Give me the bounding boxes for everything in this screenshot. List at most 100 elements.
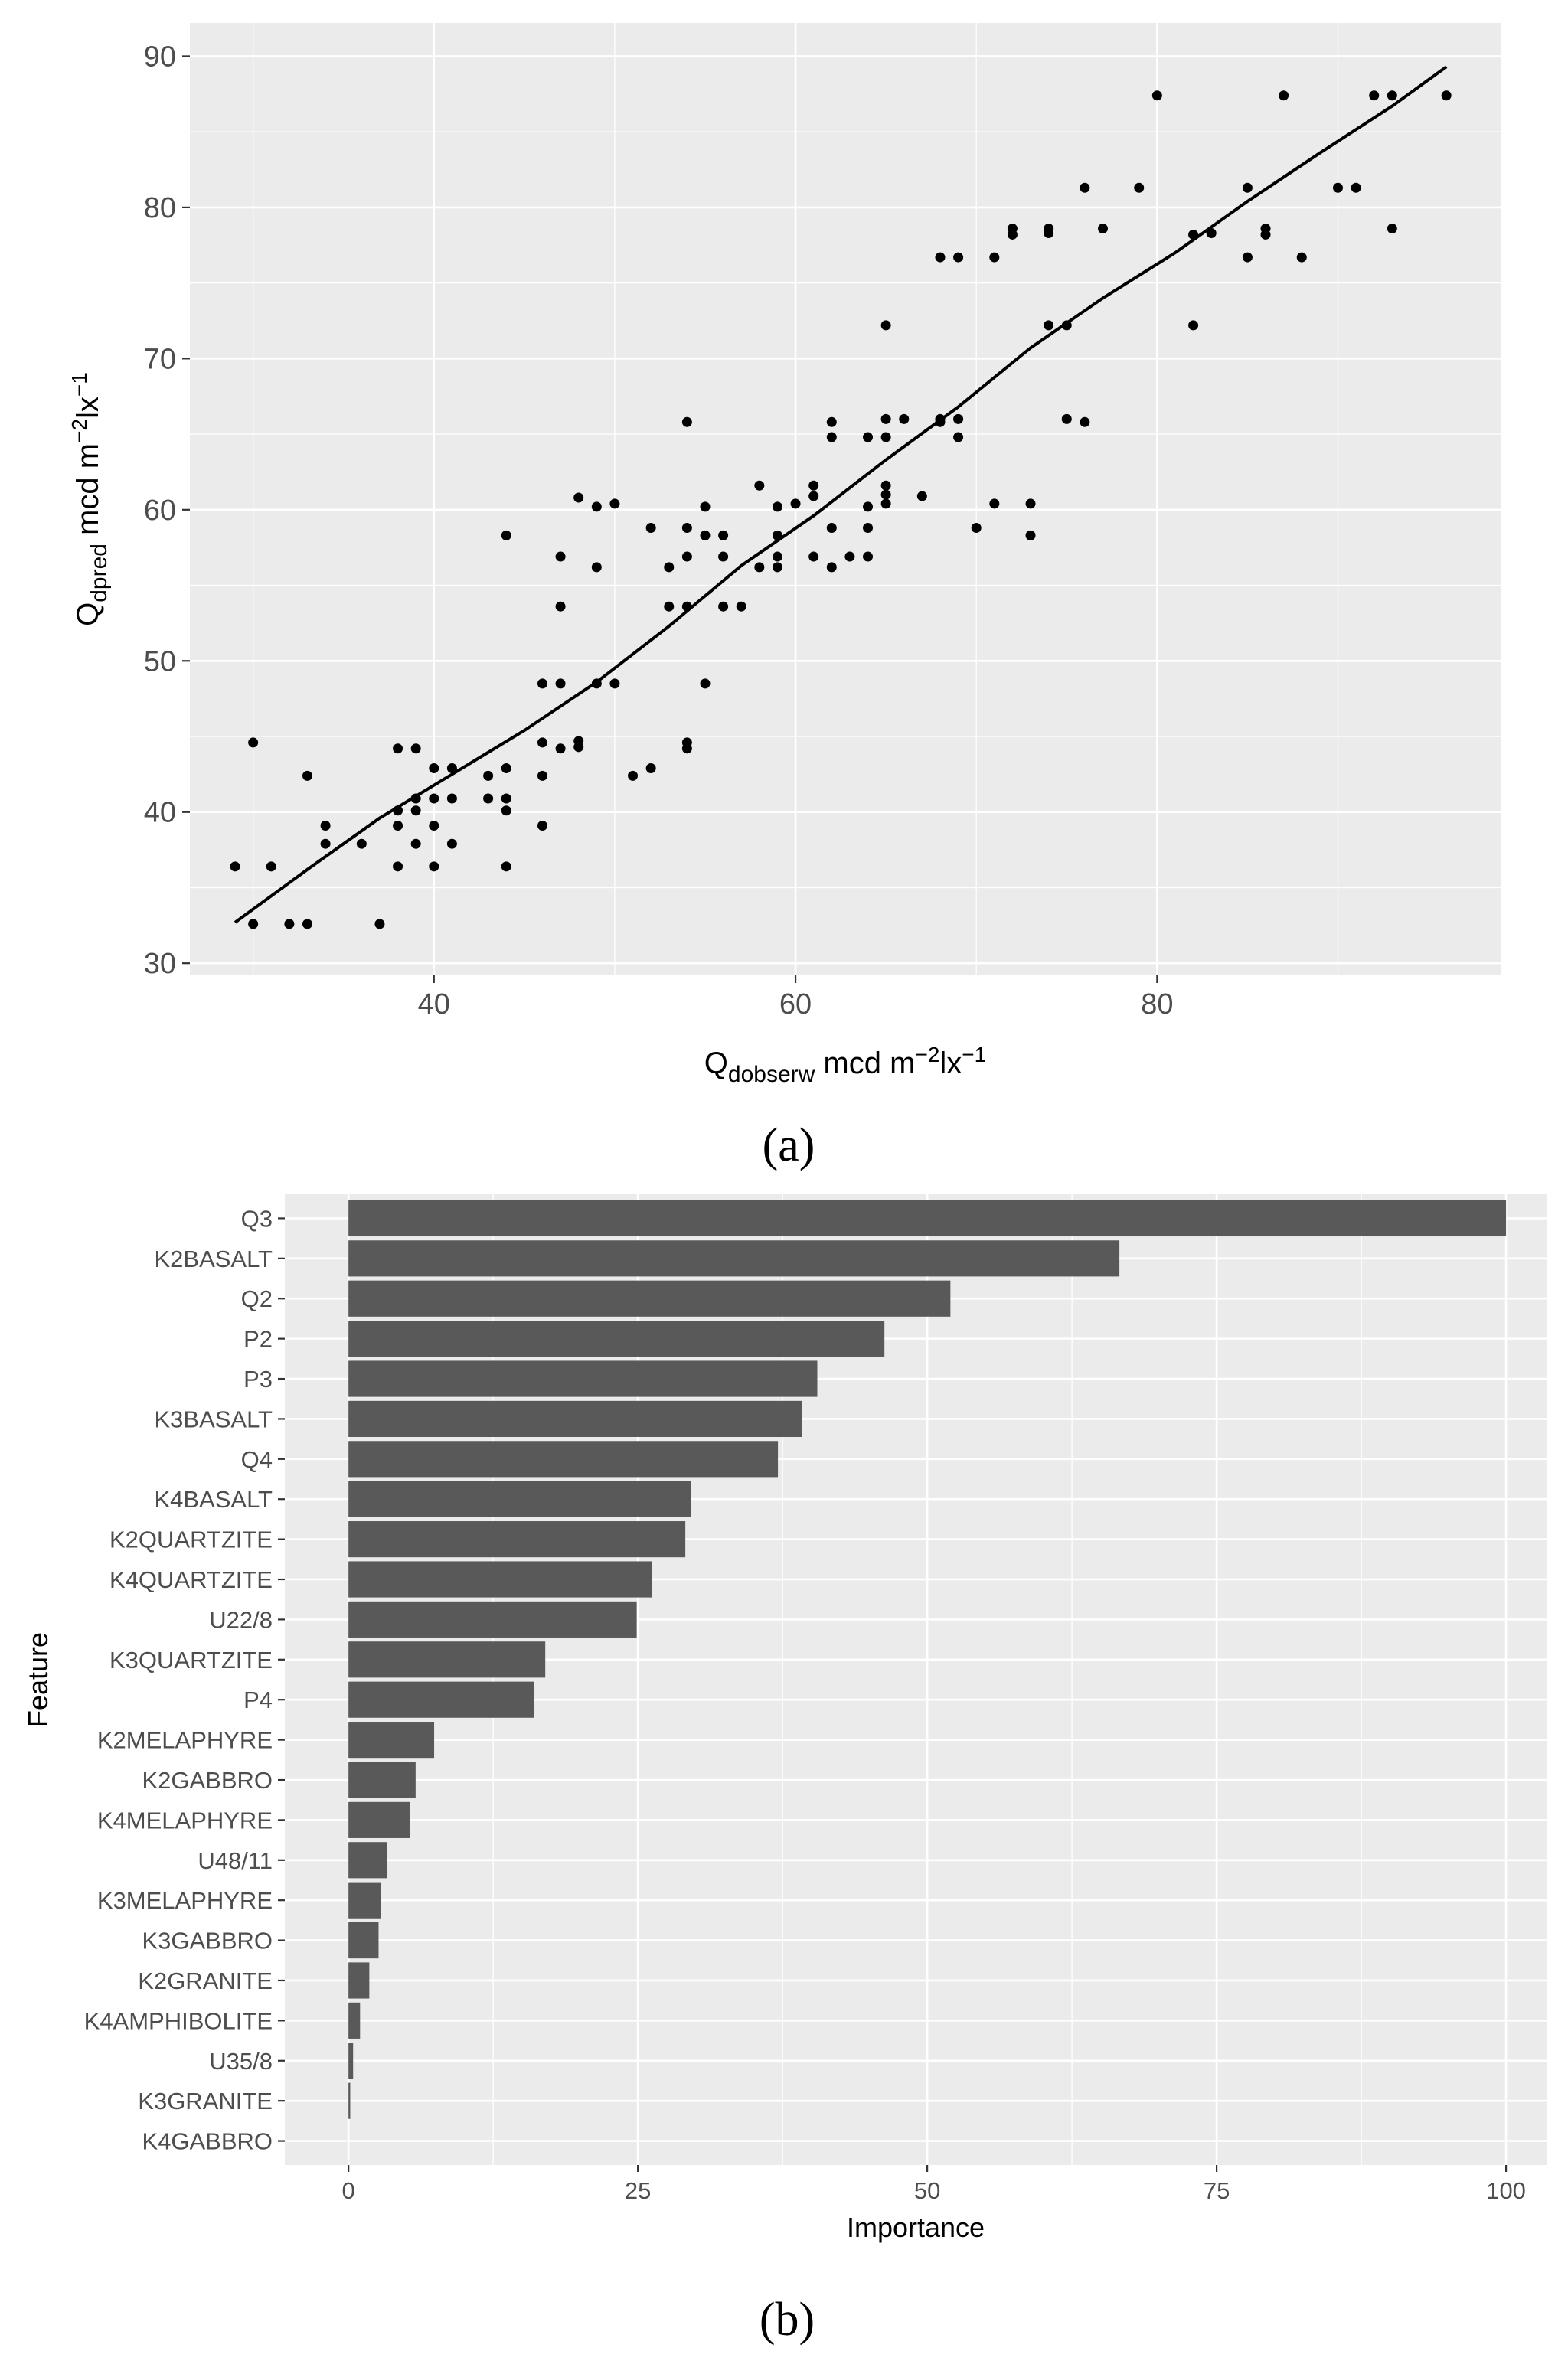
data-point — [591, 562, 602, 573]
feature-label: K2GABBRO — [142, 1767, 273, 1794]
data-point — [808, 480, 819, 491]
x-tick-label: 50 — [914, 2177, 940, 2204]
feature-label: K4BASALT — [154, 1486, 273, 1513]
x-title-sup1: −2 — [915, 1043, 939, 1066]
importance-bar — [348, 1882, 381, 1919]
x-title-unit: mcd m — [815, 1047, 915, 1080]
feature-label: Q2 — [241, 1285, 273, 1312]
data-point — [1152, 90, 1162, 101]
data-point — [501, 530, 511, 540]
feature-label: P4 — [243, 1687, 273, 1713]
data-point — [1025, 530, 1036, 540]
feature-label: K4AMPHIBOLITE — [84, 2007, 273, 2034]
data-point — [446, 793, 457, 804]
data-point — [916, 491, 927, 501]
feature-label: K3MELAPHYRE — [97, 1887, 273, 1914]
importance-bar — [348, 1962, 370, 1999]
importance-bar — [348, 1360, 818, 1397]
data-point — [501, 793, 511, 804]
data-point — [953, 252, 964, 263]
x-tick-label: 80 — [1141, 988, 1173, 1020]
data-point — [772, 562, 782, 573]
regression-line — [234, 65, 1448, 924]
data-point — [429, 763, 439, 773]
scatter-plot-area — [190, 23, 1501, 975]
data-point — [356, 838, 367, 849]
data-point — [1061, 413, 1072, 424]
importance-bar — [348, 1801, 410, 1838]
data-point — [537, 770, 547, 781]
data-point — [645, 523, 656, 534]
data-point — [989, 252, 1000, 263]
importance-bar — [348, 1521, 686, 1558]
scatter-y-axis-title: Qdpred mcd m−2lx−1 — [67, 372, 112, 626]
data-point — [754, 480, 765, 491]
data-point — [971, 523, 982, 534]
data-point — [609, 498, 620, 509]
data-point — [609, 678, 620, 689]
x-tick-label: 0 — [342, 2177, 355, 2204]
importance-bar — [348, 1321, 885, 1357]
importance-axis-ticks: 0 25 50 75 100 Q3 K2BASALT Q2 P2 P3 K3BASALT Q4 K4BA… — [84, 1205, 1526, 2204]
data-point — [826, 432, 837, 442]
data-point — [555, 743, 566, 754]
data-point — [790, 498, 801, 509]
feature-label: K3GRANITE — [138, 2088, 273, 2114]
data-point — [808, 491, 819, 501]
data-point — [501, 861, 511, 872]
data-point — [429, 861, 439, 872]
importance-bar — [348, 1240, 1120, 1277]
data-point — [393, 743, 403, 754]
data-point — [1044, 224, 1054, 234]
data-point — [700, 678, 710, 689]
importance-bar — [348, 1641, 546, 1678]
feature-label: K4QUARTZITE — [109, 1566, 273, 1593]
data-point — [880, 489, 891, 500]
data-point — [863, 551, 874, 562]
y-title-unit2: lx — [71, 397, 105, 419]
data-point — [880, 320, 891, 331]
data-point — [483, 793, 494, 804]
data-point — [1260, 224, 1271, 234]
y-title-sup1: −2 — [67, 419, 91, 443]
data-point — [880, 480, 891, 491]
y-tick-label: 80 — [144, 192, 176, 224]
data-point — [410, 838, 421, 849]
data-point — [1007, 224, 1018, 234]
data-point — [953, 432, 964, 442]
importance-bar — [348, 2002, 361, 2039]
importance-bar — [348, 1722, 435, 1759]
data-point — [302, 770, 312, 781]
y-title-unit: mcd m — [71, 443, 105, 544]
data-point — [393, 821, 403, 831]
data-point — [393, 861, 403, 872]
y-title-base: Q — [71, 602, 105, 626]
data-point — [1387, 90, 1397, 101]
data-point — [1296, 252, 1307, 263]
importance-x-axis-title: Importance — [847, 2212, 985, 2243]
data-point — [1134, 182, 1145, 193]
data-point — [302, 919, 312, 929]
importance-bar — [348, 1601, 637, 1638]
scatter-gridlines — [190, 23, 1501, 975]
importance-bar — [348, 2082, 351, 2119]
data-point — [664, 601, 675, 612]
panel-label-b: (b) — [760, 2294, 815, 2346]
data-point — [483, 770, 494, 781]
x-title-sup2: −1 — [962, 1043, 986, 1066]
feature-label: K3QUARTZITE — [109, 1647, 273, 1674]
x-title-sub: dobserw — [728, 1062, 815, 1087]
data-point — [446, 763, 457, 773]
y-tick-label: 70 — [144, 343, 176, 375]
data-point — [320, 838, 331, 849]
feature-label: Q4 — [241, 1446, 273, 1473]
x-tick-label: 100 — [1486, 2177, 1526, 2204]
importance-bar — [348, 1280, 951, 1317]
data-point — [772, 501, 782, 512]
data-point — [700, 501, 710, 512]
data-point — [1242, 182, 1253, 193]
feature-label: K2MELAPHYRE — [97, 1727, 273, 1754]
y-title-sup2: −1 — [67, 372, 91, 397]
feature-label: K2GRANITE — [138, 1967, 273, 1994]
